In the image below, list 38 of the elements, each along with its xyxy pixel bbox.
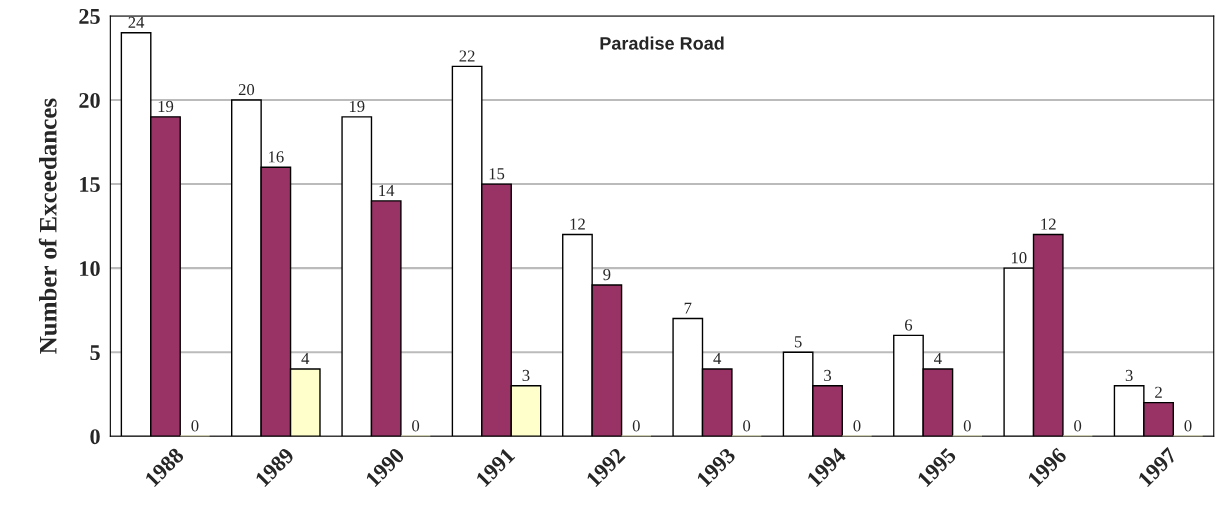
data-label: 12 xyxy=(1041,218,1056,230)
data-label: 7 xyxy=(684,302,692,314)
data-label: 24 xyxy=(128,16,145,28)
text: Paradise Road xyxy=(600,36,724,50)
data-label: 0 xyxy=(1184,420,1192,432)
data-label: 20 xyxy=(238,83,255,96)
y-axis-title: Number of Exceedances xyxy=(38,98,57,354)
data-label: 3 xyxy=(824,369,832,382)
data-label: 0 xyxy=(1074,420,1082,432)
y-tick-label: 5 xyxy=(90,345,100,361)
data-label: 15 xyxy=(489,168,505,180)
data-label: 0 xyxy=(743,420,751,432)
y-tick-label: 10 xyxy=(80,261,100,277)
y-tick-label: 0 xyxy=(90,429,100,445)
data-label: 22 xyxy=(459,50,475,62)
data-label: 2 xyxy=(1155,386,1162,398)
data-label: 14 xyxy=(379,184,395,196)
y-tick-label: 20 xyxy=(79,92,100,108)
data-label: 0 xyxy=(853,420,861,432)
data-label: 0 xyxy=(412,420,420,432)
data-label: 4 xyxy=(934,353,942,365)
data-label: 19 xyxy=(349,100,365,113)
data-label: 10 xyxy=(1011,252,1027,264)
y-tick-label: 15 xyxy=(80,177,100,192)
data-label: 4 xyxy=(301,353,310,365)
data-label: 0 xyxy=(632,420,640,432)
data-label: 3 xyxy=(522,369,530,382)
data-label: 4 xyxy=(713,353,722,365)
y-tick-label: 25 xyxy=(79,8,100,24)
data-label: 16 xyxy=(268,151,284,163)
data-label: 0 xyxy=(191,420,199,432)
data-label: 19 xyxy=(158,100,174,113)
data-label: 6 xyxy=(905,319,913,331)
data-label: 5 xyxy=(794,336,802,348)
data-label: 3 xyxy=(1125,369,1133,382)
data-label: 9 xyxy=(603,268,611,281)
data-label: 12 xyxy=(570,218,585,230)
data-label: 0 xyxy=(963,420,971,432)
